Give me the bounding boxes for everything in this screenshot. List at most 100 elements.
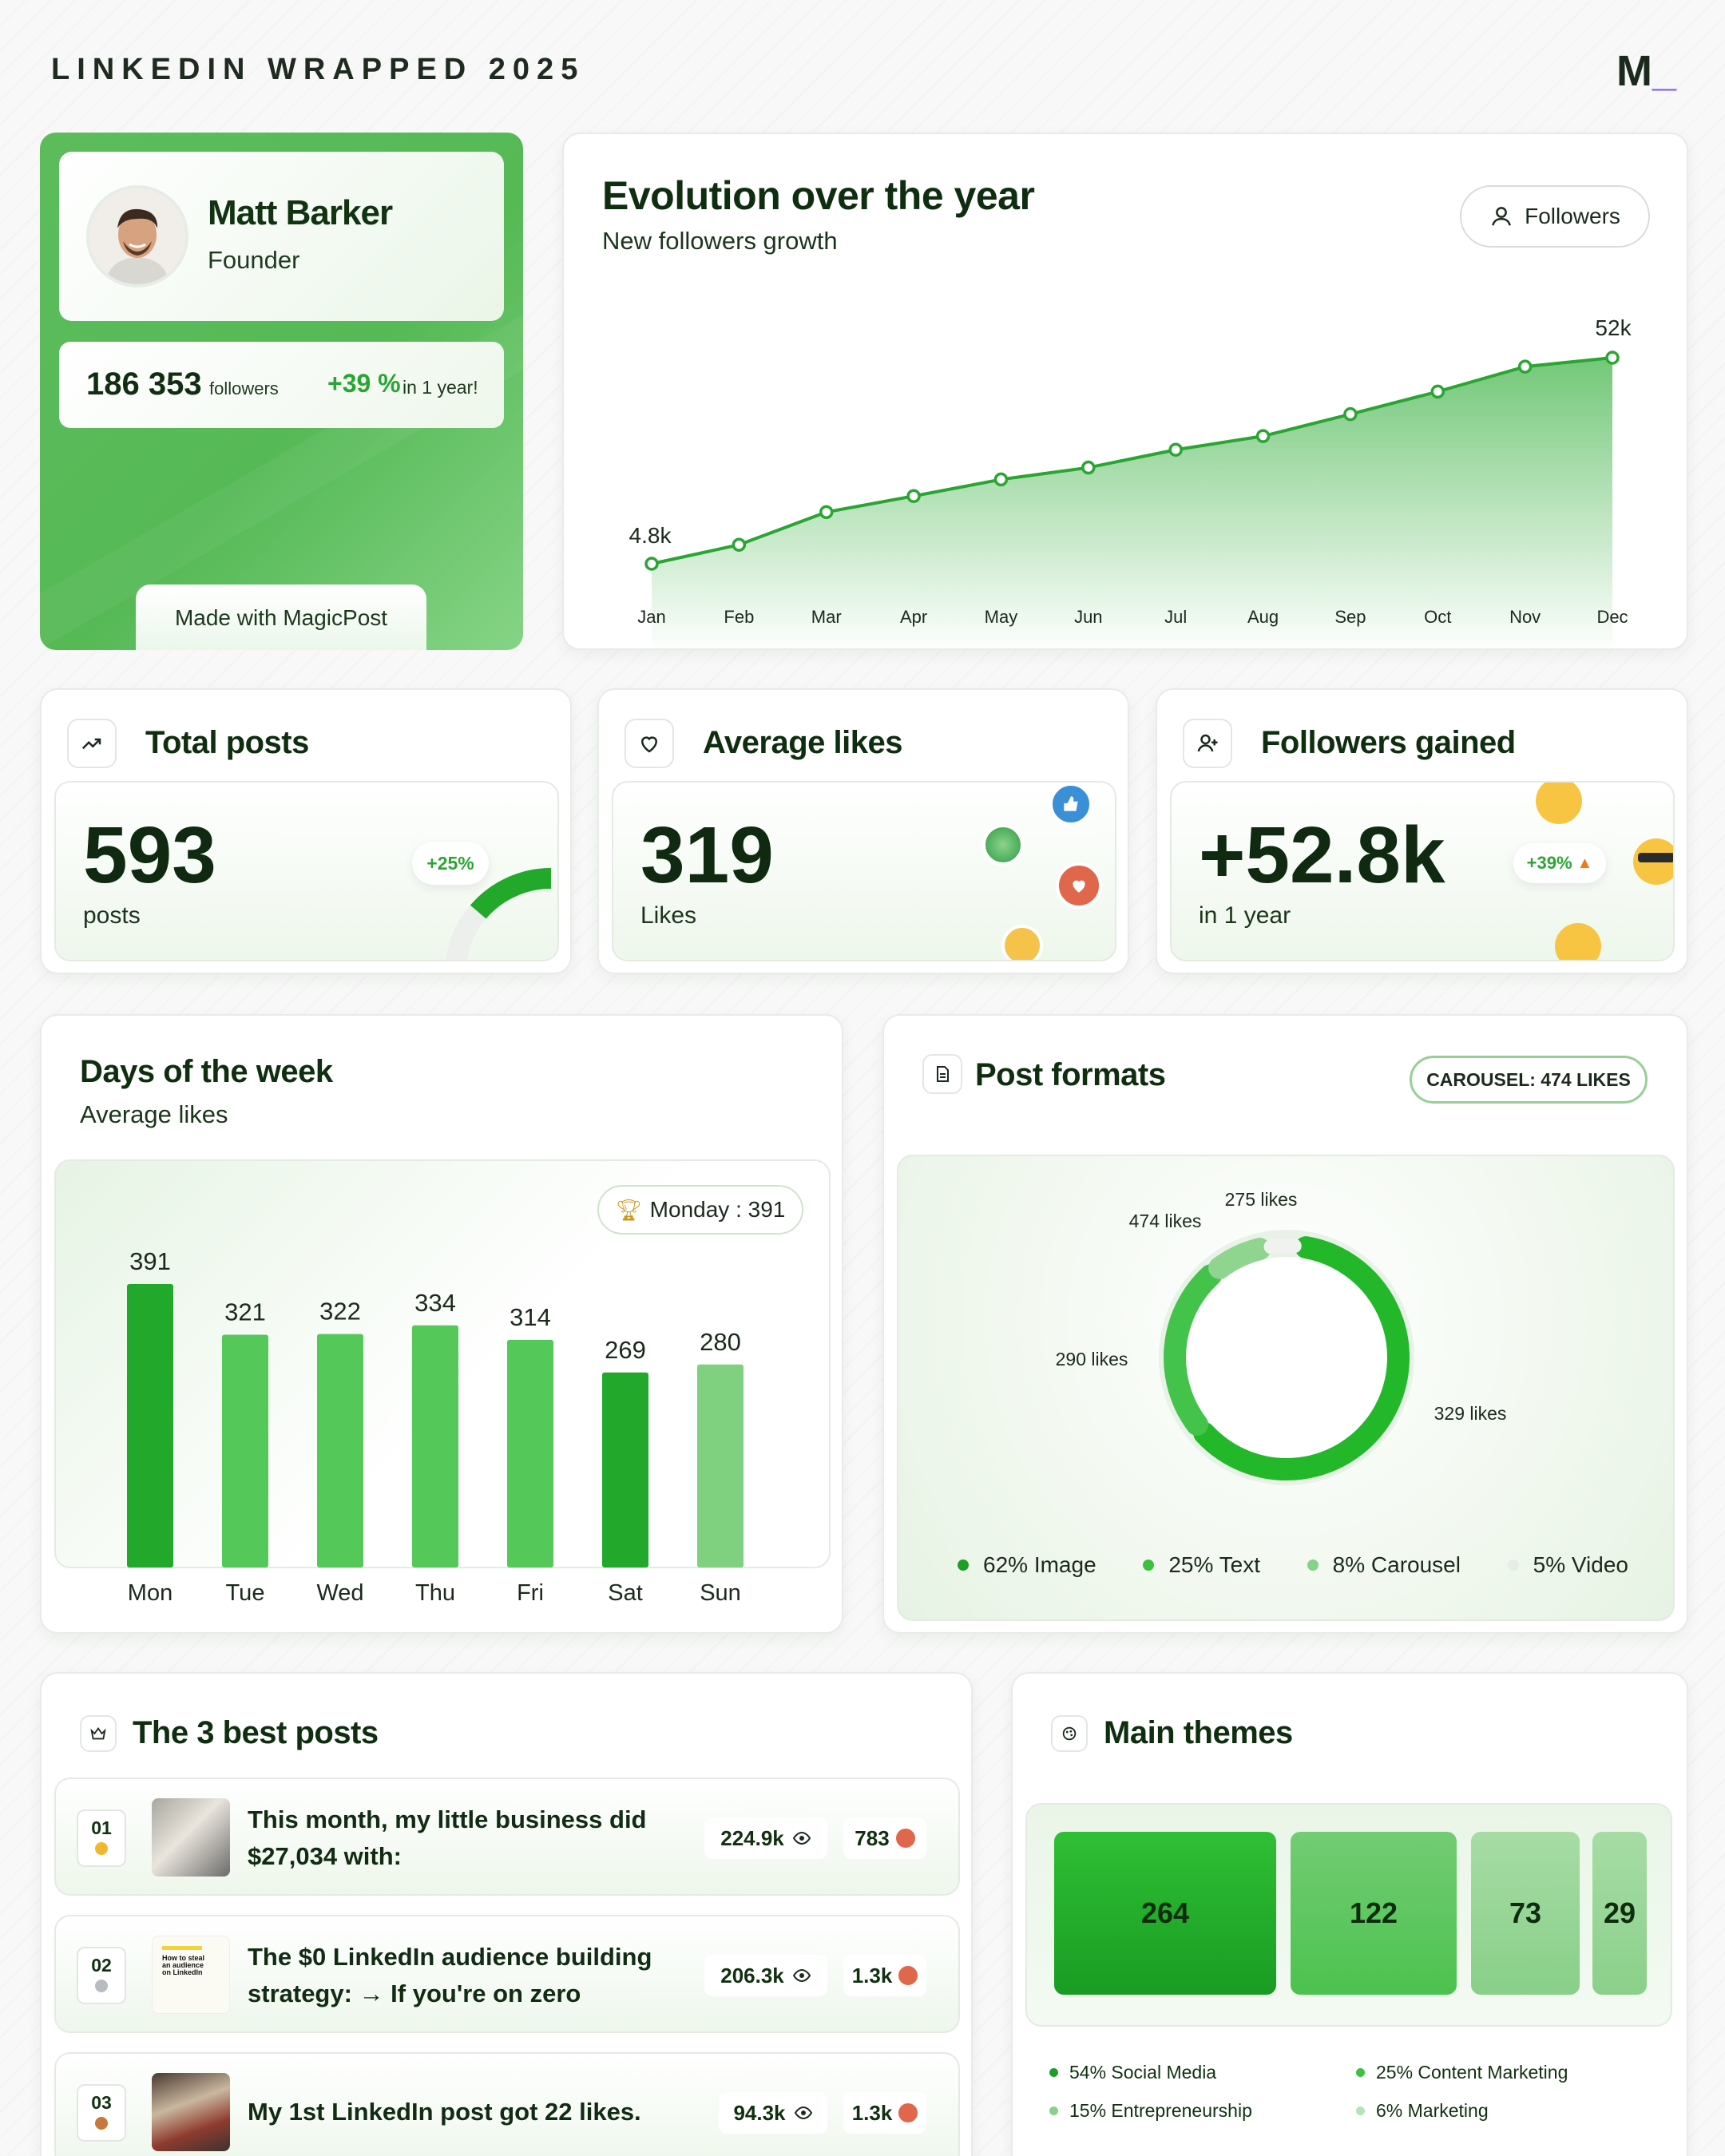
donut-segment-text <box>1164 1264 1222 1436</box>
days-of-week-card: Days of the week Average likes 🏆︎ Monday… <box>40 1014 843 1634</box>
eye-icon <box>792 1968 811 1983</box>
posts-gauge-fill <box>470 868 552 919</box>
best-posts-card: The 3 best posts 01 This month, my littl… <box>40 1672 973 2156</box>
theme-tile[interactable]: 122 <box>1291 1832 1457 1995</box>
bar-value-label: 280 <box>700 1328 741 1356</box>
best-post-row[interactable]: 02 How to steal an audience on LinkedIn … <box>54 1915 960 2033</box>
formats-legend-item: 25% Text <box>1143 1549 1260 1581</box>
heart-icon-box <box>625 719 674 768</box>
total-posts-title: Total posts <box>145 725 309 760</box>
followers-point <box>732 537 747 552</box>
followers-gained-badge: +39% ▲ <box>1513 843 1606 883</box>
post-formats-title: Post formats <box>975 1057 1166 1092</box>
legend-label: 25% Content Marketing <box>1376 2062 1568 2083</box>
post-text: The $0 LinkedIn audience building strate… <box>248 1943 652 2007</box>
trending-up-icon-box <box>67 719 117 768</box>
carousel-badge: CAROUSEL: 474 LIKES <box>1410 1056 1648 1104</box>
bar-value-label: 322 <box>319 1298 361 1326</box>
love-icon <box>1056 862 1102 909</box>
average-likes-card: Average likes 319 Likes <box>597 688 1129 974</box>
bar-sun <box>697 1364 744 1567</box>
followers-line <box>651 356 1613 565</box>
legend-dot <box>1507 1560 1519 1571</box>
followers-point <box>1255 429 1271 443</box>
crown-icon-box <box>80 1715 117 1752</box>
post-thumbnail <box>152 1798 230 1877</box>
page-title: LINKEDIN WRAPPED 2025 <box>51 53 585 86</box>
thumbnail-tag <box>162 1946 202 1950</box>
donut-label-a: 275 likes <box>1225 1189 1298 1210</box>
likes-count: 783 <box>855 1825 890 1850</box>
followers-filter-button[interactable]: Followers <box>1460 185 1650 248</box>
followers-point <box>993 472 1009 487</box>
rank-badge: 02 <box>77 1947 126 2004</box>
donut-hole <box>1186 1257 1387 1458</box>
profile-card: Matt Barker Founder 186 353 followers +3… <box>40 133 523 650</box>
followers-point <box>1081 460 1096 475</box>
best-post-row[interactable]: 01 This month, my little business did $2… <box>54 1778 960 1896</box>
legend-label: 8% Carousel <box>1332 1552 1461 1577</box>
eye-icon <box>794 2106 812 2120</box>
made-with-label: Made with MagicPost <box>174 605 388 630</box>
sunglasses-shape <box>1638 853 1673 862</box>
month-tick-label: Sep <box>1334 607 1366 627</box>
post-thumbnail <box>152 2073 230 2151</box>
star-struck-emoji-icon <box>1536 783 1582 824</box>
theme-tile[interactable]: 73 <box>1471 1832 1580 1995</box>
followers-growth: +39 % <box>327 369 401 398</box>
day-tick-label: Thu <box>415 1580 455 1606</box>
bar-value-label: 314 <box>510 1303 551 1331</box>
love-glyph <box>1073 880 1085 893</box>
views-badge: 206.3k <box>704 1955 827 1996</box>
themes-legend-item: 54% Social Media <box>1049 2062 1216 2083</box>
legend-dot <box>1356 2068 1365 2077</box>
legend-dot <box>1143 1560 1155 1571</box>
total-posts-value: 593 <box>83 810 216 900</box>
legend-dot <box>1356 2106 1365 2115</box>
evolution-title: Evolution over the year <box>602 173 1035 218</box>
day-tick-label: Sat <box>608 1580 643 1606</box>
month-tick-label: Aug <box>1247 607 1279 627</box>
legend-dot <box>1307 1560 1319 1571</box>
heart-icon <box>640 736 658 753</box>
fire-icon: ▲ <box>1576 854 1593 872</box>
bar-tue <box>222 1334 268 1567</box>
formats-legend-item: 62% Image <box>958 1549 1096 1581</box>
followers-count: 186 353 <box>86 367 202 402</box>
days-title: Days of the week <box>80 1054 333 1089</box>
bar-fri <box>507 1339 553 1567</box>
themes-legend-item: 15% Entrepreneurship <box>1049 2100 1252 2122</box>
post-text: This month, my little business did $27,0… <box>248 1805 647 1870</box>
made-with-badge[interactable]: Made with MagicPost <box>136 585 426 650</box>
month-tick-label: Oct <box>1424 607 1451 627</box>
rank-number: 03 <box>91 2092 112 2113</box>
formats-legend-item: 5% Video <box>1507 1549 1628 1581</box>
days-bar-chart: 391 Mon 321 Tue 322 Wed 334 Thu 314 Fri 269 Sat 280 S… <box>127 1247 744 1606</box>
brand-logo: M_ <box>1616 46 1676 96</box>
avatar <box>86 185 188 287</box>
main-themes-title: Main themes <box>1104 1715 1293 1750</box>
legend-label: 25% Text <box>1168 1552 1260 1577</box>
posts-gauge <box>446 868 552 960</box>
followers-point <box>1517 359 1533 374</box>
bar-value-label: 321 <box>224 1298 266 1326</box>
trophy-icon: 🏆︎ <box>615 1197 642 1222</box>
bar-value-label: 334 <box>414 1289 456 1317</box>
brand-logo-accent: _ <box>1652 47 1677 95</box>
bar-thu <box>412 1325 458 1567</box>
themes-legend-item: 25% Content Marketing <box>1356 2062 1568 2083</box>
best-day-badge: 🏆︎ Monday : 391 <box>597 1185 803 1235</box>
views-count: 224.9k <box>720 1825 784 1850</box>
theme-tile[interactable]: 264 <box>1054 1832 1276 1995</box>
followers-summary: 186 353 followers +39 % in 1 year! <box>59 342 504 428</box>
rank-number: 02 <box>91 1955 112 1976</box>
average-likes-panel: 319 Likes <box>612 781 1116 961</box>
views-count: 94.3k <box>733 2100 786 2125</box>
day-tick-label: Tue <box>226 1580 265 1606</box>
day-tick-label: Sun <box>700 1580 741 1606</box>
theme-tile[interactable]: 29 <box>1592 1832 1647 1995</box>
likes-badge: 1.3k <box>843 1955 926 1996</box>
followers-point <box>644 557 659 571</box>
best-post-row[interactable]: 03 My 1st LinkedIn post got 22 likes. 94… <box>54 2052 960 2156</box>
rank-badge: 03 <box>77 2084 126 2142</box>
